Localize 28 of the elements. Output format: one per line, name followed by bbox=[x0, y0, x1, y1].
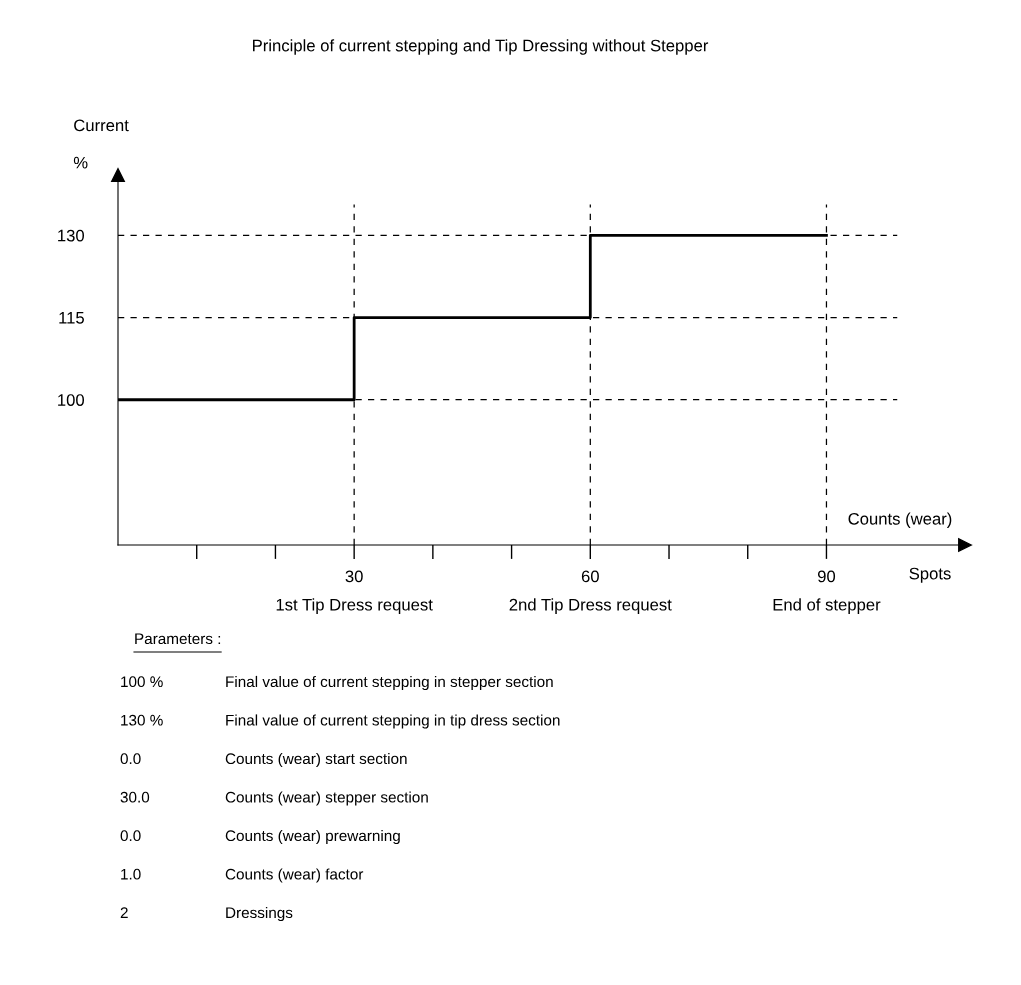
text: Counts (wear) stepper section bbox=[225, 791, 428, 806]
text: 130 % bbox=[121, 714, 163, 726]
x-tick-label: 30 bbox=[345, 570, 363, 583]
x-axis-title: Counts (wear) bbox=[848, 512, 952, 528]
text: 0.0 bbox=[120, 830, 141, 842]
x-tick-label: 90 bbox=[817, 570, 836, 583]
text: Spots bbox=[909, 567, 951, 583]
y-tick-label: 130 bbox=[58, 229, 85, 242]
chart-title: Principle of current stepping and Tip Dressing without Stepper bbox=[253, 39, 709, 55]
text: 30.0 bbox=[120, 791, 150, 803]
text: Parameters : bbox=[135, 633, 221, 645]
text: Counts (wear) start section bbox=[225, 752, 407, 768]
text: 2 bbox=[120, 907, 128, 918]
text: Final value of current stepping in tip dress section bbox=[226, 714, 560, 729]
text: Counts (wear) factor bbox=[225, 868, 364, 883]
text: Current % bbox=[73, 119, 129, 169]
text: 0.0 bbox=[120, 753, 141, 765]
y-tick-label: 115 bbox=[59, 312, 84, 324]
x-tick-label: 60 bbox=[581, 570, 599, 583]
text: Dressings bbox=[226, 906, 293, 922]
text: Counts (wear) prewarning bbox=[225, 829, 400, 845]
text: End of stepper bbox=[773, 598, 881, 614]
text: 2nd Tip Dress request bbox=[509, 598, 672, 614]
text: Final value of current stepping in stepper section bbox=[226, 675, 553, 691]
text: 100 % bbox=[121, 676, 163, 688]
text: 1st Tip Dress request bbox=[276, 598, 433, 614]
y-tick-label: 100 bbox=[58, 394, 85, 406]
text: 1.0 bbox=[121, 868, 141, 880]
